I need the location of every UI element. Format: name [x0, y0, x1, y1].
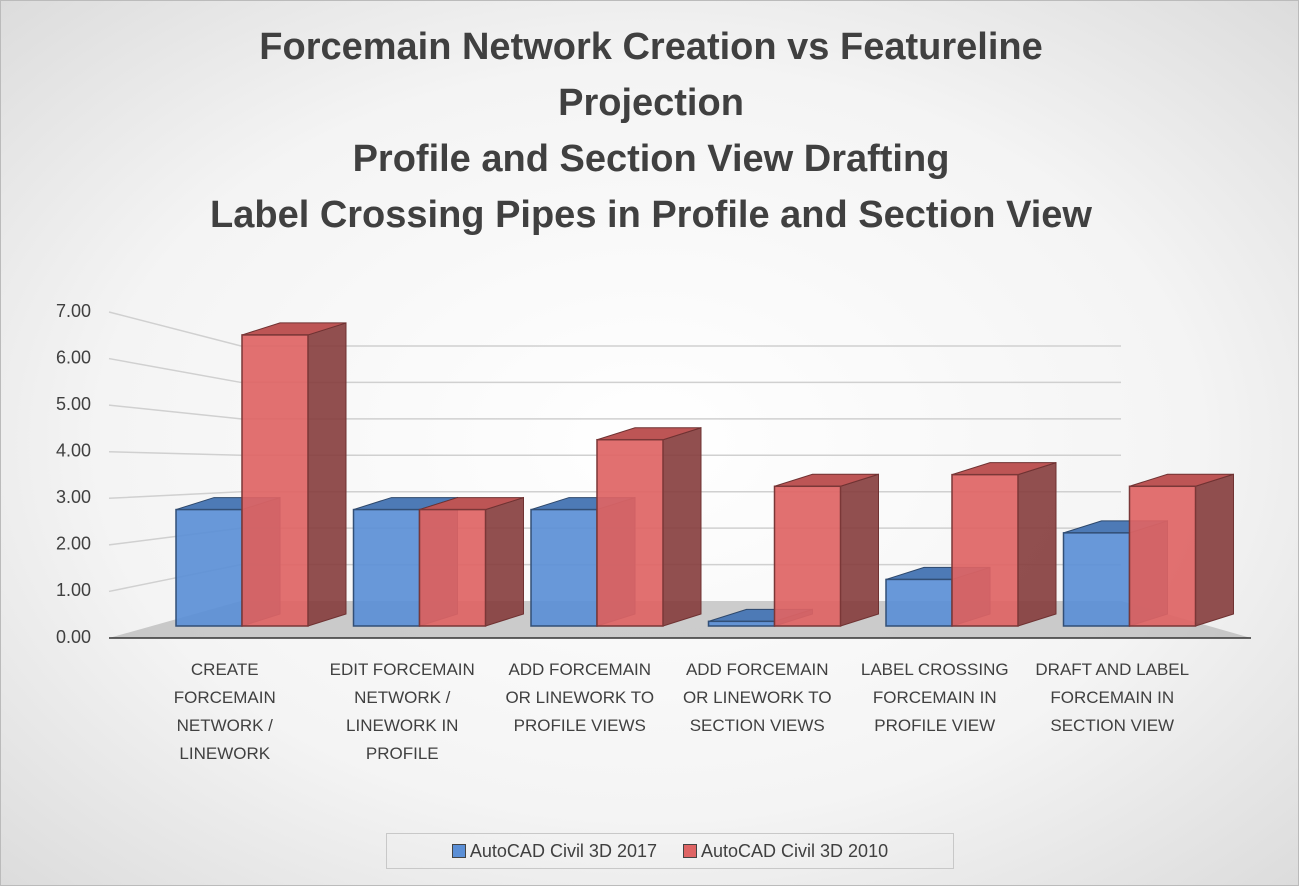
bar-front: [418, 508, 487, 627]
x-tick-label: ADD FORCEMAIN OR LINEWORK TO SECTION VIE…: [682, 660, 832, 735]
bar-front: [773, 485, 842, 627]
bar-side: [1017, 461, 1057, 627]
grid-line: [108, 311, 1121, 347]
grid-line: [108, 404, 1121, 420]
y-tick-label: 7.00: [56, 301, 91, 321]
y-tick-label: 3.00: [56, 487, 91, 507]
bar-front: [530, 508, 598, 627]
legend-label: AutoCAD Civil 3D 2017: [469, 840, 657, 861]
bar-side: [307, 322, 347, 627]
legend-label: AutoCAD Civil 3D 2010: [701, 840, 889, 861]
y-tick-label: 0.00: [56, 627, 91, 647]
bar: [418, 496, 524, 627]
bar-side: [485, 496, 524, 627]
y-tick-label: 2.00: [56, 534, 91, 554]
bar-front: [241, 334, 309, 627]
x-tick-label: CREATE FORCEMAIN NETWORK / LINEWORK: [173, 660, 276, 763]
legend-swatch: [683, 844, 697, 858]
y-tick-label: 5.00: [56, 394, 91, 414]
bar-front: [885, 578, 953, 627]
chart-title: Forcemain Network Creation vs Featurelin…: [151, 19, 1151, 243]
bar: [951, 461, 1057, 627]
y-tick-label: 6.00: [56, 347, 91, 367]
x-tick-label: DRAFT AND LABEL FORCEMAIN IN SECTION VIE…: [1035, 660, 1190, 735]
bar-side: [1195, 473, 1234, 627]
x-tick-label: ADD FORCEMAIN OR LINEWORK TO PROFILE VIE…: [505, 660, 655, 735]
bar-front: [1128, 485, 1197, 627]
legend-item: AutoCAD Civil 3D 2017: [451, 840, 657, 862]
legend-swatch: [451, 844, 466, 858]
bar-side: [840, 473, 879, 627]
legend-item: AutoCAD Civil 3D 2010: [683, 841, 888, 862]
y-tick-label: 1.00: [56, 580, 91, 600]
bar-front: [1062, 532, 1131, 627]
title-line: Forcemain Network Creation vs Featurelin…: [259, 26, 1043, 124]
y-tick-label: 4.00: [56, 440, 91, 460]
x-tick-label: LABEL CROSSING FORCEMAIN IN PROFILE VIEW: [860, 660, 1009, 735]
bar-front: [596, 438, 664, 627]
x-tick-label: EDIT FORCEMAIN NETWORK / LINEWORK IN PRO…: [329, 660, 475, 763]
bar-front: [175, 508, 243, 627]
bar-side: [662, 427, 702, 627]
bar: [1128, 473, 1234, 627]
grid-line: [108, 357, 1121, 384]
bar: [773, 473, 879, 627]
bar: [241, 322, 347, 627]
bar-front: [352, 508, 421, 627]
title-line: Profile and Section View Drafting: [352, 138, 950, 180]
grid-line: [108, 450, 1121, 457]
bar: [596, 427, 702, 627]
legend: AutoCAD Civil 3D 2017 AutoCAD Civil 3D 20…: [386, 833, 954, 869]
bar-front: [951, 473, 1019, 627]
bar-front: [707, 620, 776, 627]
title-line: Label Crossing Pipes in Profile and Sect…: [210, 194, 1092, 236]
